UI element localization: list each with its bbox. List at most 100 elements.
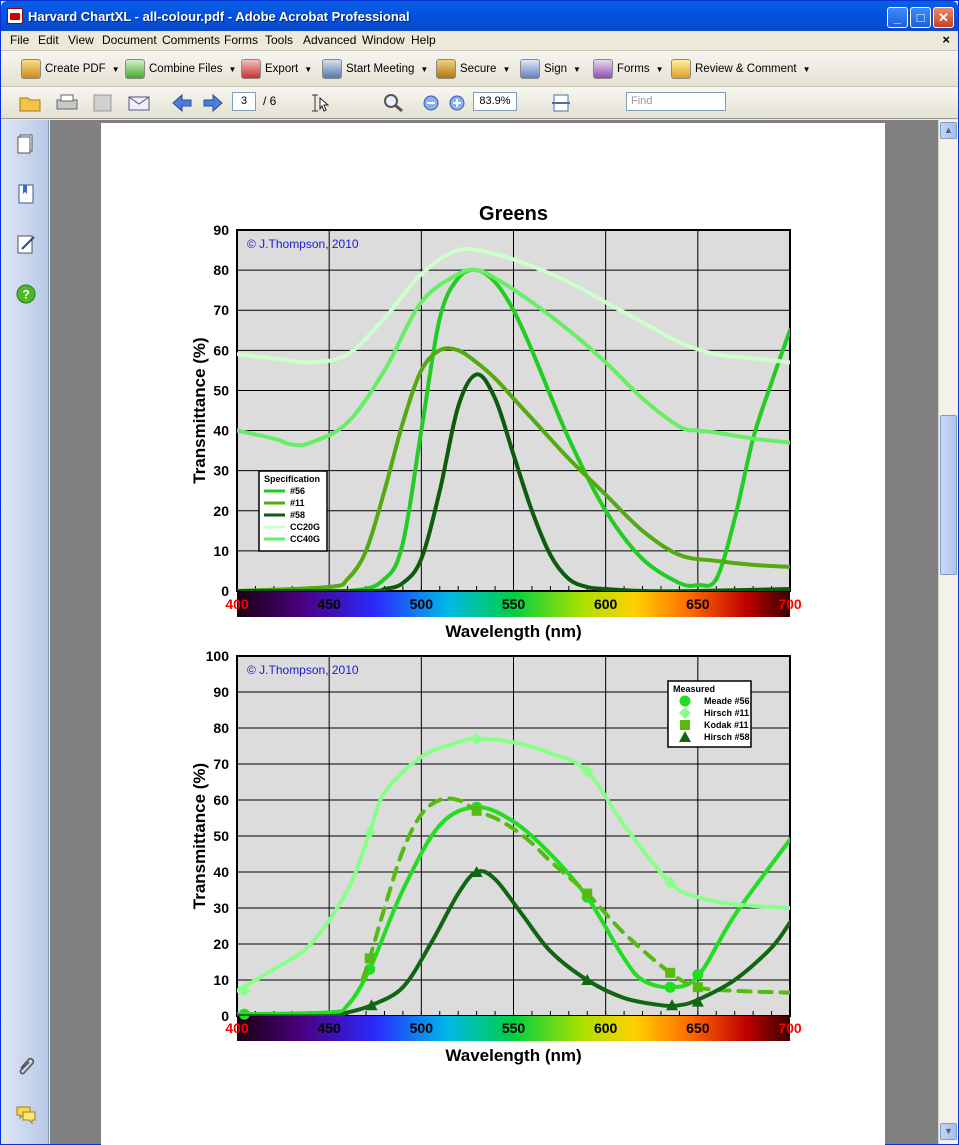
copyright-watermark: © J.Thompson, 2010: [247, 663, 359, 677]
open-folder-icon[interactable]: [18, 93, 44, 113]
menu-window[interactable]: Window: [362, 33, 405, 47]
data-point: [692, 969, 704, 981]
legend-marker: [680, 720, 690, 730]
menu-file[interactable]: File: [10, 33, 30, 47]
menu-advanced[interactable]: Advanced: [303, 33, 357, 47]
menu-view[interactable]: View: [68, 33, 94, 47]
close-button[interactable]: ✕: [933, 7, 954, 28]
menu-forms[interactable]: Forms: [224, 33, 258, 47]
data-point: [665, 967, 676, 978]
attachments-icon[interactable]: [15, 1053, 37, 1075]
previous-page-icon[interactable]: [170, 93, 194, 113]
select-text-icon[interactable]: [308, 93, 332, 113]
series-line-kodak-11: [360, 796, 790, 995]
x-tick-label: 600: [594, 596, 618, 612]
zoom-input[interactable]: 83.9%: [473, 92, 517, 111]
print-icon[interactable]: [54, 93, 80, 113]
create-pdf-button[interactable]: Create PDF ▼: [21, 56, 120, 82]
legend-title: Specification: [264, 474, 320, 484]
menu-document[interactable]: Document: [102, 33, 157, 47]
chevron-down-icon: ▼: [420, 64, 429, 74]
signatures-icon[interactable]: [15, 233, 37, 255]
y-tick-label: 20: [213, 503, 229, 519]
tasks-toolbar: Create PDF ▼ Combine Files ▼ Export ▼ Start…: [1, 51, 958, 87]
x-axis-label: Wavelength (nm): [445, 622, 581, 641]
series-line--58: [237, 372, 790, 591]
y-axis-label: Transmittance (%): [190, 337, 209, 483]
y-tick-label: 20: [213, 936, 229, 952]
x-tick-label: 700: [778, 596, 802, 612]
acrobat-app-icon: [7, 8, 23, 24]
create-pdf-label: Create PDF: [45, 63, 106, 75]
next-page-icon[interactable]: [201, 93, 225, 113]
x-tick-label: 500: [410, 596, 434, 612]
lock-icon: [436, 59, 456, 79]
data-point: [691, 995, 704, 1007]
menu-comments[interactable]: Comments: [162, 33, 221, 47]
x-tick-label: 650: [686, 596, 710, 612]
sign-button[interactable]: Sign ▼: [520, 56, 581, 82]
data-point: [664, 981, 676, 993]
forms-label: Forms: [617, 63, 650, 75]
data-point: [664, 876, 677, 889]
bookmarks-icon[interactable]: [15, 183, 37, 205]
y-tick-label: 30: [213, 463, 229, 479]
chevron-down-icon: ▼: [573, 64, 581, 74]
title-bar[interactable]: Harvard ChartXL - all-colour.pdf - Adobe…: [1, 1, 958, 31]
save-icon[interactable]: [90, 93, 116, 113]
chevron-down-icon: ▼: [502, 64, 511, 74]
window-title: Harvard ChartXL - all-colour.pdf - Adobe…: [28, 9, 410, 24]
email-icon[interactable]: [126, 93, 152, 113]
fit-width-icon[interactable]: [549, 93, 573, 113]
scroll-down-icon[interactable]: ▼: [940, 1123, 957, 1140]
combine-files-button[interactable]: Combine Files ▼: [125, 56, 236, 82]
export-icon: [241, 59, 261, 79]
export-button[interactable]: Export ▼: [241, 56, 312, 82]
data-point: [471, 805, 482, 816]
legend-title: Measured: [673, 684, 715, 694]
review-comment-button[interactable]: Review & Comment ▼: [671, 56, 811, 82]
x-tick-label: 450: [317, 1020, 341, 1036]
y-tick-label: 60: [213, 792, 229, 808]
vertical-scrollbar[interactable]: ▲ ▼: [938, 120, 958, 1144]
minimize-button[interactable]: _: [887, 7, 908, 28]
chevron-down-icon: ▼: [655, 64, 664, 74]
menu-tools[interactable]: Tools: [265, 33, 294, 47]
x-axis-label: Wavelength (nm): [445, 1046, 581, 1065]
forms-button[interactable]: Forms ▼: [593, 56, 664, 82]
maximize-button[interactable]: □: [910, 7, 931, 28]
navigation-panel: ?: [1, 120, 49, 1144]
document-area[interactable]: Greens 0 10 20 30 40 50 60 70 80 90 400 450 500 550 600…: [50, 120, 938, 1145]
series-line--56: [237, 267, 790, 591]
data-point: [470, 732, 483, 745]
y-tick-label: 70: [213, 756, 229, 772]
legend-label: Hirsch #11: [704, 708, 749, 718]
plot-frame: [236, 229, 791, 592]
scroll-up-icon[interactable]: ▲: [940, 122, 957, 139]
menu-help[interactable]: Help: [411, 33, 436, 47]
zoom-in-icon[interactable]: [447, 93, 467, 113]
y-tick-label: 80: [213, 262, 229, 278]
comments-icon[interactable]: [15, 1103, 37, 1125]
page-number-input[interactable]: 3: [232, 92, 256, 111]
chevron-down-icon: ▼: [228, 64, 237, 74]
pages-icon[interactable]: [15, 133, 37, 155]
secure-button[interactable]: Secure ▼: [436, 56, 510, 82]
data-point: [238, 984, 251, 997]
y-tick-label: 40: [213, 423, 229, 439]
zoom-out-icon[interactable]: [421, 93, 441, 113]
x-tick-label: 550: [502, 1020, 526, 1036]
menu-edit[interactable]: Edit: [38, 33, 59, 47]
export-label: Export: [265, 63, 299, 75]
scroll-thumb[interactable]: [940, 415, 957, 575]
review-comment-label: Review & Comment: [695, 63, 797, 75]
x-tick-label: 400: [225, 1020, 249, 1036]
legend-marker: [679, 731, 691, 742]
document-close-icon[interactable]: ×: [942, 32, 950, 47]
zoom-tool-icon[interactable]: [380, 93, 406, 113]
find-input[interactable]: Find: [626, 92, 726, 111]
start-meeting-button[interactable]: Start Meeting ▼: [322, 56, 428, 82]
data-point: [692, 982, 703, 993]
help-icon[interactable]: ?: [15, 283, 37, 305]
